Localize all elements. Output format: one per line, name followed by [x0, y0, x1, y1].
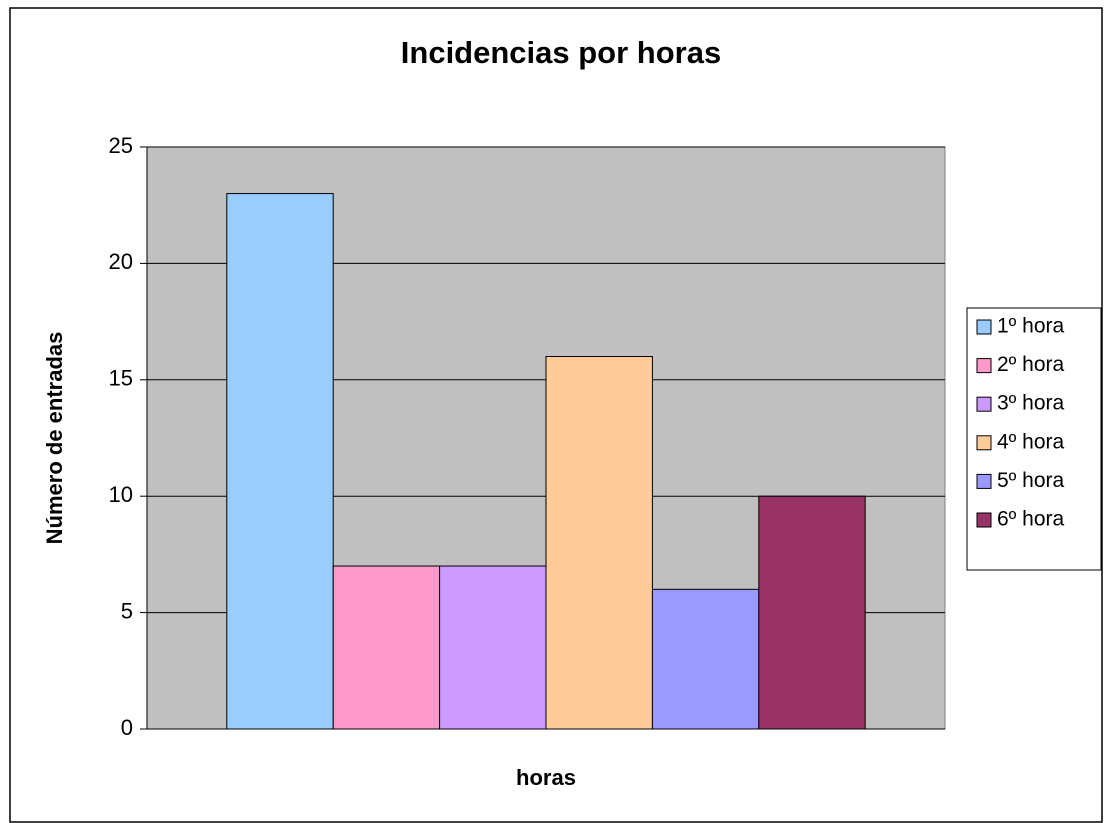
- legend-swatch: [976, 396, 992, 412]
- legend-swatch: [976, 512, 992, 528]
- y-axis-label: Número de entradas: [42, 332, 67, 545]
- bar: [439, 565, 547, 730]
- y-tick-label: 5: [121, 598, 133, 623]
- x-axis-label: horas: [516, 765, 576, 790]
- legend-swatch: [976, 435, 992, 451]
- legend-swatch: [976, 358, 992, 374]
- legend-label: 1º hora: [997, 315, 1065, 338]
- legend-label: 4º hora: [997, 430, 1065, 453]
- bar: [332, 565, 441, 730]
- y-tick-label: 0: [121, 715, 133, 740]
- y-tick-label: 25: [109, 133, 133, 158]
- bar: [758, 495, 866, 730]
- y-tick-label: 15: [109, 366, 133, 391]
- y-tick-label: 20: [109, 249, 133, 274]
- bar: [545, 356, 653, 730]
- bar: [651, 588, 760, 730]
- legend-label: 3º hora: [997, 392, 1065, 415]
- chart-title: Incidencias por horas: [401, 35, 721, 70]
- legend-label: 6º hora: [997, 508, 1065, 531]
- legend-label: 2º hora: [997, 353, 1065, 376]
- y-tick-label: 10: [109, 482, 133, 507]
- legend-swatch: [976, 473, 992, 489]
- legend-label: 5º hora: [997, 469, 1065, 492]
- bar: [226, 193, 334, 730]
- legend-swatch: [976, 319, 992, 335]
